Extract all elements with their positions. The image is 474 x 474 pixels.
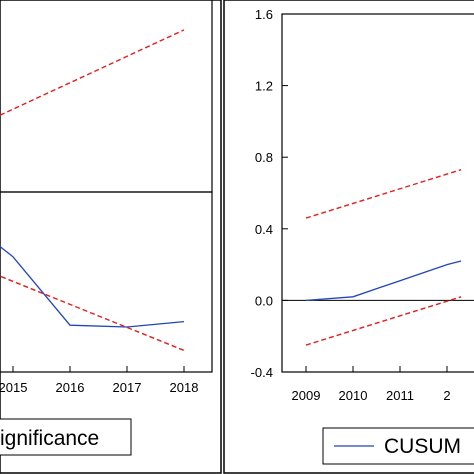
left-legend-box [0, 418, 132, 456]
right-y-tick-label: 0.8 [255, 150, 273, 165]
right-y-ticks: 1.6 1.2 0.8 0.4 0.0 -0.4 [251, 7, 288, 380]
left-lower-series-1-dashed [0, 275, 185, 352]
right-y-tick-label: 0.4 [255, 222, 273, 237]
left-lower-series-0-line [0, 245, 185, 328]
right-panel-frame [223, 0, 474, 474]
right-y-tick-label: 1.6 [255, 7, 273, 22]
right-x-ticks: 2009 2010 2011 2 [292, 366, 451, 403]
left-legend-label: ignificance [0, 427, 99, 450]
right-x-tick-label: 2010 [339, 388, 368, 403]
left-lower-marks [0, 245, 185, 352]
right-series-2-dashed [305, 296, 462, 346]
right-x-tick-label: 2 [443, 388, 450, 403]
right-marks [305, 169, 462, 346]
left-panel: 2015 2016 2017 2018 ignificance [0, 0, 222, 474]
right-y-tick-label: -0.4 [251, 365, 273, 380]
left-x-tick-label: 2017 [113, 380, 142, 395]
right-legend-label: CUSUM [384, 435, 461, 458]
left-panel-frame [0, 0, 222, 474]
right-panel: 1.6 1.2 0.8 0.4 0.0 -0.4 2009 2010 2011 2 CUSUM [223, 0, 474, 474]
left-upper-series-0-dashed [0, 29, 185, 116]
right-x-tick-label: 2011 [386, 388, 414, 403]
left-lower-plot-area [0, 191, 213, 373]
right-series-1-dashed [305, 169, 462, 219]
left-x-ticks: 2015 2016 2017 2018 [0, 366, 198, 395]
left-x-tick-label: 2016 [56, 380, 85, 395]
left-x-tick-label: 2018 [170, 380, 199, 395]
right-x-tick-label: 2009 [292, 388, 321, 403]
right-y-tick-label: 0.0 [255, 293, 273, 308]
right-y-tick-label: 1.2 [255, 79, 273, 94]
left-upper-plot-area [0, 0, 213, 193]
left-x-tick-label: 2015 [0, 380, 27, 395]
right-series-0-line [305, 260, 462, 302]
right-plot-area [281, 13, 474, 373]
left-upper-marks [0, 29, 185, 116]
